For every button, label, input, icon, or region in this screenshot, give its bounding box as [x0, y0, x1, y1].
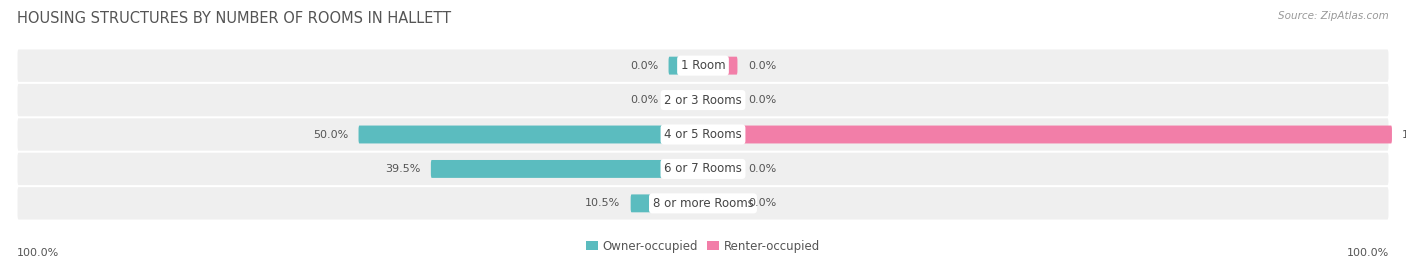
FancyBboxPatch shape	[359, 126, 703, 143]
Text: 0.0%: 0.0%	[748, 198, 776, 208]
Text: Source: ZipAtlas.com: Source: ZipAtlas.com	[1278, 11, 1389, 21]
Text: 39.5%: 39.5%	[385, 164, 420, 174]
FancyBboxPatch shape	[17, 187, 1389, 220]
Text: 100.0%: 100.0%	[1402, 129, 1406, 140]
FancyBboxPatch shape	[17, 118, 1389, 151]
FancyBboxPatch shape	[703, 91, 738, 109]
Text: 0.0%: 0.0%	[748, 164, 776, 174]
FancyBboxPatch shape	[703, 160, 738, 178]
FancyBboxPatch shape	[669, 91, 703, 109]
Text: 50.0%: 50.0%	[314, 129, 349, 140]
FancyBboxPatch shape	[17, 84, 1389, 116]
Text: 100.0%: 100.0%	[17, 248, 59, 258]
Text: 0.0%: 0.0%	[630, 61, 658, 71]
FancyBboxPatch shape	[669, 57, 703, 75]
Text: 100.0%: 100.0%	[1347, 248, 1389, 258]
Text: 4 or 5 Rooms: 4 or 5 Rooms	[664, 128, 742, 141]
Text: 0.0%: 0.0%	[748, 95, 776, 105]
FancyBboxPatch shape	[631, 194, 703, 212]
Text: 8 or more Rooms: 8 or more Rooms	[652, 197, 754, 210]
Text: 10.5%: 10.5%	[585, 198, 620, 208]
Text: 1 Room: 1 Room	[681, 59, 725, 72]
FancyBboxPatch shape	[703, 194, 738, 212]
Text: 6 or 7 Rooms: 6 or 7 Rooms	[664, 162, 742, 175]
FancyBboxPatch shape	[703, 57, 738, 75]
FancyBboxPatch shape	[703, 126, 1392, 143]
FancyBboxPatch shape	[17, 153, 1389, 185]
Text: HOUSING STRUCTURES BY NUMBER OF ROOMS IN HALLETT: HOUSING STRUCTURES BY NUMBER OF ROOMS IN…	[17, 11, 451, 26]
FancyBboxPatch shape	[17, 49, 1389, 82]
Legend: Owner-occupied, Renter-occupied: Owner-occupied, Renter-occupied	[586, 240, 820, 253]
Text: 2 or 3 Rooms: 2 or 3 Rooms	[664, 94, 742, 107]
Text: 0.0%: 0.0%	[748, 61, 776, 71]
FancyBboxPatch shape	[430, 160, 703, 178]
Text: 0.0%: 0.0%	[630, 95, 658, 105]
